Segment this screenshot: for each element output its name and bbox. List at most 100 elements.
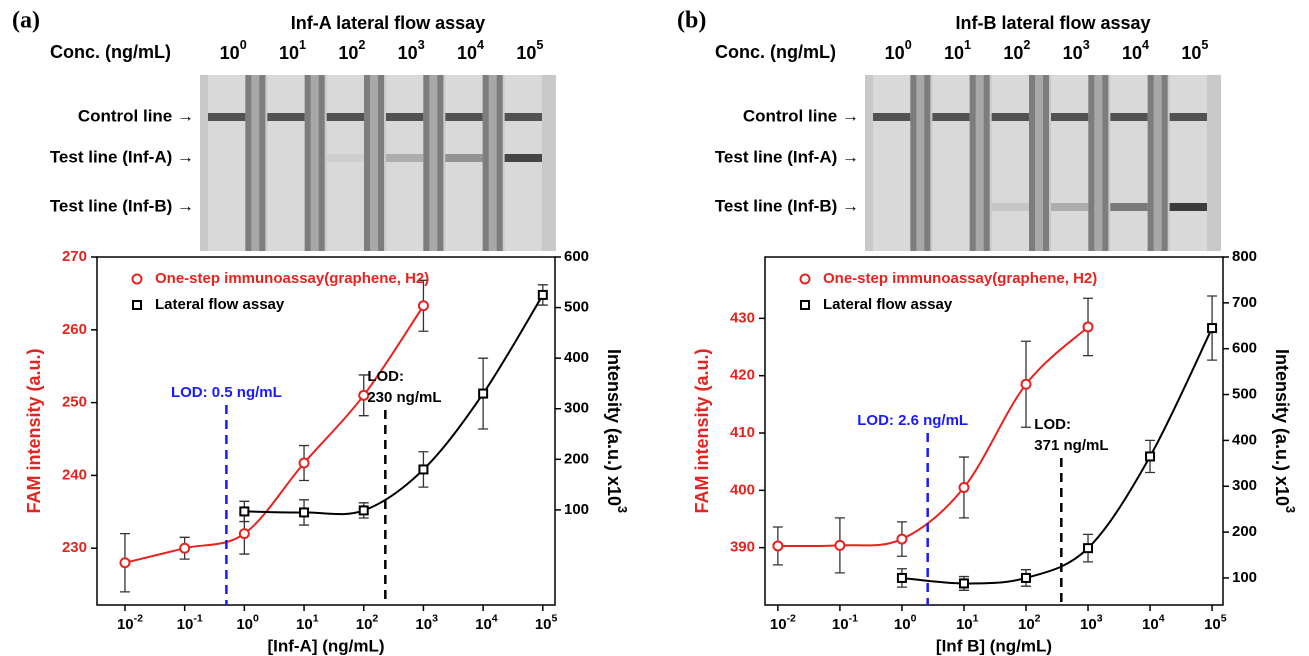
x-tick-label-sup: 1 bbox=[973, 612, 979, 624]
strip-title: Inf-A lateral flow assay bbox=[291, 13, 485, 33]
y2-axis-title: Intensity (a.u.) x103 bbox=[1272, 349, 1297, 513]
strip-edge-mid bbox=[370, 75, 378, 251]
x-tick-label: 105 bbox=[535, 612, 558, 633]
line-label: Test line (Inf-B) → bbox=[50, 196, 194, 215]
y-tick-label: 240 bbox=[62, 466, 87, 483]
x-tick-label-sup: -1 bbox=[849, 612, 858, 624]
marker bbox=[1082, 321, 1094, 333]
conc-value-sup: 3 bbox=[418, 38, 425, 52]
conc-label: Conc. (ng/mL) bbox=[715, 42, 836, 62]
lod-label: 230 ng/mL bbox=[367, 389, 441, 406]
control-band bbox=[991, 113, 1029, 121]
marker bbox=[537, 289, 548, 300]
conc-value-base: 10 bbox=[1003, 43, 1023, 63]
y-tick-label: 250 bbox=[62, 394, 87, 411]
y2-tick-label: 600 bbox=[1232, 340, 1257, 357]
y-tick-label: 430 bbox=[730, 309, 755, 326]
control-band bbox=[208, 113, 246, 121]
y2-tick-label: 100 bbox=[1232, 569, 1257, 586]
series-line bbox=[901, 327, 1213, 585]
x-tick-label-base: 10 bbox=[894, 616, 911, 633]
marker bbox=[299, 507, 310, 518]
x-tick-label-base: 10 bbox=[296, 616, 313, 633]
test-band bbox=[326, 154, 364, 162]
y2-axis-title-base: Intensity (a.u.) x10 bbox=[604, 349, 624, 506]
x-tick-label-base: 10 bbox=[117, 616, 134, 633]
conc-value: 100 bbox=[885, 38, 912, 63]
test-band bbox=[1169, 203, 1207, 211]
control-band bbox=[386, 113, 424, 121]
conc-value: 104 bbox=[457, 38, 484, 63]
y-tick-label: 230 bbox=[62, 539, 87, 556]
conc-value-sup: 4 bbox=[1142, 38, 1149, 52]
conc-value: 101 bbox=[944, 38, 971, 63]
legend-label: One-step immunoassay(graphene, H2) bbox=[823, 270, 1097, 287]
conc-value-sup: 0 bbox=[240, 38, 247, 52]
legend-label: One-step immunoassay(graphene, H2) bbox=[155, 270, 429, 287]
conc-value-sup: 5 bbox=[536, 38, 543, 52]
y-tick-label: 270 bbox=[62, 248, 87, 265]
x-tick-label: 10-2 bbox=[117, 612, 143, 633]
conc-value-sup: 2 bbox=[1023, 38, 1030, 52]
conc-value-base: 10 bbox=[338, 43, 358, 63]
x-tick-label-sup: -2 bbox=[787, 612, 796, 624]
x-axis-title: [Inf B] (ng/mL) bbox=[936, 636, 1052, 655]
x-tick-label-sup: 2 bbox=[1035, 612, 1041, 624]
y2-tick-label: 400 bbox=[564, 349, 589, 366]
marker bbox=[119, 557, 131, 569]
strip-lane bbox=[326, 75, 364, 251]
conc-value-sup: 1 bbox=[964, 38, 971, 52]
y2-axis-title: Intensity (a.u.) x103 bbox=[604, 349, 629, 513]
y2-tick-label: 500 bbox=[564, 299, 589, 316]
x-tick-label-sup: 2 bbox=[372, 612, 378, 624]
x-tick-label: 102 bbox=[1018, 612, 1041, 633]
lod-label: LOD: bbox=[1034, 416, 1071, 433]
marker bbox=[1083, 543, 1094, 554]
conc-value: 103 bbox=[1063, 38, 1090, 63]
y2-tick-label: 100 bbox=[564, 501, 589, 518]
x-tick-label-base: 10 bbox=[832, 616, 849, 633]
line-label: Test line (Inf-B) → bbox=[715, 196, 859, 215]
lod-label: LOD: bbox=[367, 368, 404, 385]
strip-edge-mid bbox=[975, 75, 984, 251]
marker bbox=[896, 533, 908, 545]
control-band bbox=[932, 113, 970, 121]
y2-axis-title-base: Intensity (a.u.) x10 bbox=[1272, 349, 1292, 506]
y-tick-label: 260 bbox=[62, 321, 87, 338]
x-tick-label-sup: 3 bbox=[432, 612, 438, 624]
x-tick-label-sup: 3 bbox=[1097, 612, 1103, 624]
conc-value-sup: 0 bbox=[905, 38, 912, 52]
control-band bbox=[445, 113, 483, 121]
strip-edge-mid bbox=[1035, 75, 1043, 251]
y-tick-label: 390 bbox=[730, 539, 755, 556]
strip-lane bbox=[991, 75, 1029, 251]
lod-label: LOD: 2.6 ng/mL bbox=[857, 412, 968, 429]
marker bbox=[418, 464, 429, 475]
marker bbox=[958, 481, 970, 493]
control-band bbox=[1051, 113, 1089, 121]
conc-value: 105 bbox=[1181, 38, 1208, 63]
conc-value-base: 10 bbox=[885, 43, 905, 63]
marker bbox=[358, 505, 369, 516]
conc-value-base: 10 bbox=[1181, 43, 1201, 63]
legend-label: Lateral flow assay bbox=[823, 296, 953, 313]
y2-tick-label: 400 bbox=[1232, 431, 1257, 448]
x-tick-label: 102 bbox=[356, 612, 379, 633]
line-label: Test line (Inf-A) → bbox=[715, 147, 859, 166]
marker bbox=[179, 542, 191, 554]
strip-edge-mid bbox=[251, 75, 260, 251]
marker bbox=[358, 389, 370, 401]
control-band bbox=[1169, 113, 1207, 121]
y-axis-title: FAM intensity (a.u.) bbox=[692, 348, 712, 513]
x-tick-label-base: 10 bbox=[236, 616, 253, 633]
test-band bbox=[504, 154, 542, 162]
y2-tick-label: 500 bbox=[1232, 386, 1257, 403]
x-tick-label-sup: 5 bbox=[1221, 612, 1227, 624]
x-tick-label: 10-1 bbox=[832, 612, 858, 633]
x-tick-label: 103 bbox=[1080, 612, 1103, 633]
x-axis-title: [Inf-A] (ng/mL) bbox=[267, 636, 384, 655]
marker bbox=[896, 572, 907, 583]
strip-lane bbox=[267, 75, 305, 251]
line-label: Test line (Inf-A) → bbox=[50, 147, 194, 166]
